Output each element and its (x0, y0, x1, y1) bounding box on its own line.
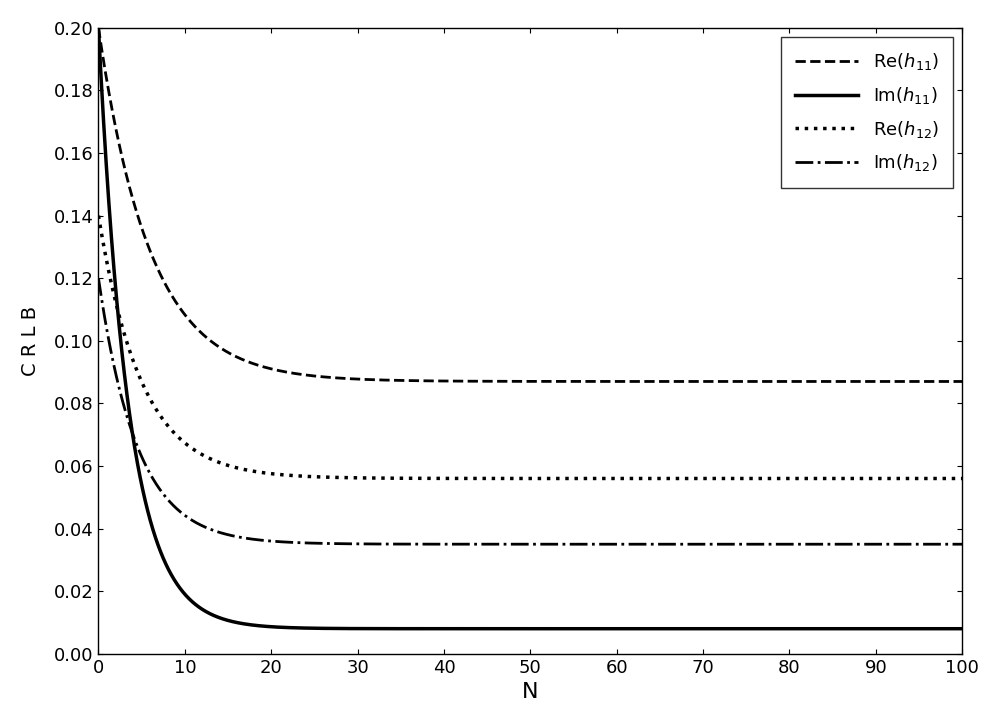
X-axis label: N: N (522, 683, 539, 702)
Y-axis label: C R L B: C R L B (21, 306, 40, 376)
Legend: Re($h_{11}$), Im($h_{11}$), Re($h_{12}$), Im($h_{12}$): Re($h_{11}$), Im($h_{11}$), Re($h_{12}$)… (781, 37, 953, 188)
